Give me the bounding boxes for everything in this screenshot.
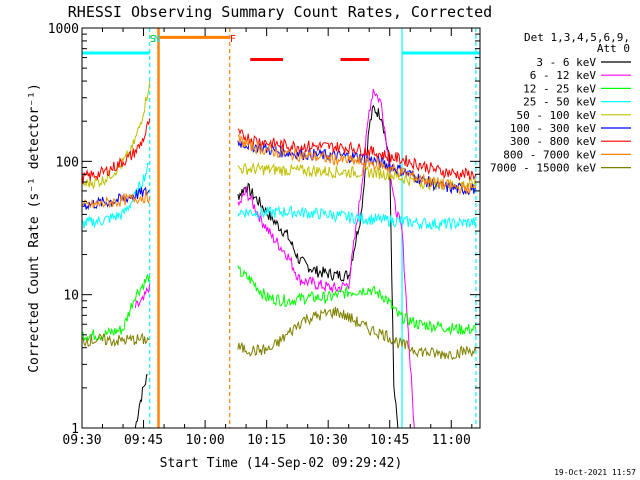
chart-title: RHESSI Observing Summary Count Rates, Co… xyxy=(68,3,492,21)
legend-label: 100 - 300 keV xyxy=(510,122,596,135)
marker-S: S xyxy=(150,34,156,45)
axes: 09:30 09:45 10:00 10:15 10:30 10:45 11:00 1 10 10… xyxy=(48,22,480,448)
series-6to12keV-segment-1 xyxy=(237,88,415,429)
series-25to50keV-segment-1 xyxy=(237,205,477,232)
marker-N: N xyxy=(154,34,160,45)
series-800to7000keV-segment-1 xyxy=(237,133,477,195)
series-3to6keV-segment-0 xyxy=(134,374,148,429)
series-7000to15000keV-segment-1 xyxy=(237,306,477,361)
y-tick-label: 1000 xyxy=(48,22,79,37)
x-tick-label: 09:30 xyxy=(62,433,101,448)
y-tick-label: 100 xyxy=(56,155,79,170)
series-50to100keV-segment-0 xyxy=(81,81,151,190)
marker-F: F xyxy=(230,34,236,45)
y-tick-label: 1 xyxy=(71,422,79,437)
x-axis-label: Start Time (14-Sep-02 09:29:42) xyxy=(160,456,403,471)
footer-date: 19-Oct-2021 11:57 xyxy=(554,468,636,477)
y-tick-label: 10 xyxy=(63,289,79,304)
legend-label: 25 - 50 keV xyxy=(523,96,596,109)
x-tick-label: 10:45 xyxy=(370,433,409,448)
plot-area: SN F xyxy=(81,28,480,429)
legend-label: 7000 - 15000 keV xyxy=(490,162,596,175)
series-7000to15000keV-segment-0 xyxy=(82,332,150,348)
x-tick-label: 10:15 xyxy=(247,433,286,448)
legend-header-line-1: Det 1,3,4,5,6,9, xyxy=(524,31,630,44)
series-800to7000keV-segment-0 xyxy=(81,190,151,209)
legend-label: 12 - 25 keV xyxy=(523,82,596,95)
x-tick-label: 10:00 xyxy=(186,433,225,448)
x-tick-label: 09:45 xyxy=(124,433,163,448)
series-50to100keV-segment-1 xyxy=(237,162,477,191)
legend-label: 6 - 12 keV xyxy=(530,69,597,82)
series-300to800keV-segment-0 xyxy=(81,118,151,184)
legend-label: 800 - 7000 keV xyxy=(503,148,596,161)
series-300to800keV-segment-1 xyxy=(237,128,477,182)
series-12to25keV-segment-0 xyxy=(81,273,151,342)
y-axis-label: Corrected Count Rate (s⁻¹ detector⁻¹) xyxy=(27,83,42,373)
series-6to12keV-segment-0 xyxy=(134,284,151,309)
series-12to25keV-segment-1 xyxy=(237,265,477,336)
x-tick-label: 11:00 xyxy=(432,433,471,448)
legend-label: 50 - 100 keV xyxy=(517,109,597,122)
series-100to300keV-segment-1 xyxy=(237,137,477,196)
legend-label: 300 - 800 keV xyxy=(510,135,596,148)
legend-header-line-2: Att 0 xyxy=(597,42,630,55)
legend-label: 3 - 6 keV xyxy=(536,56,596,69)
x-tick-label: 10:30 xyxy=(309,433,348,448)
plot-frame xyxy=(81,27,481,429)
series-25to50keV-segment-0 xyxy=(81,163,151,229)
